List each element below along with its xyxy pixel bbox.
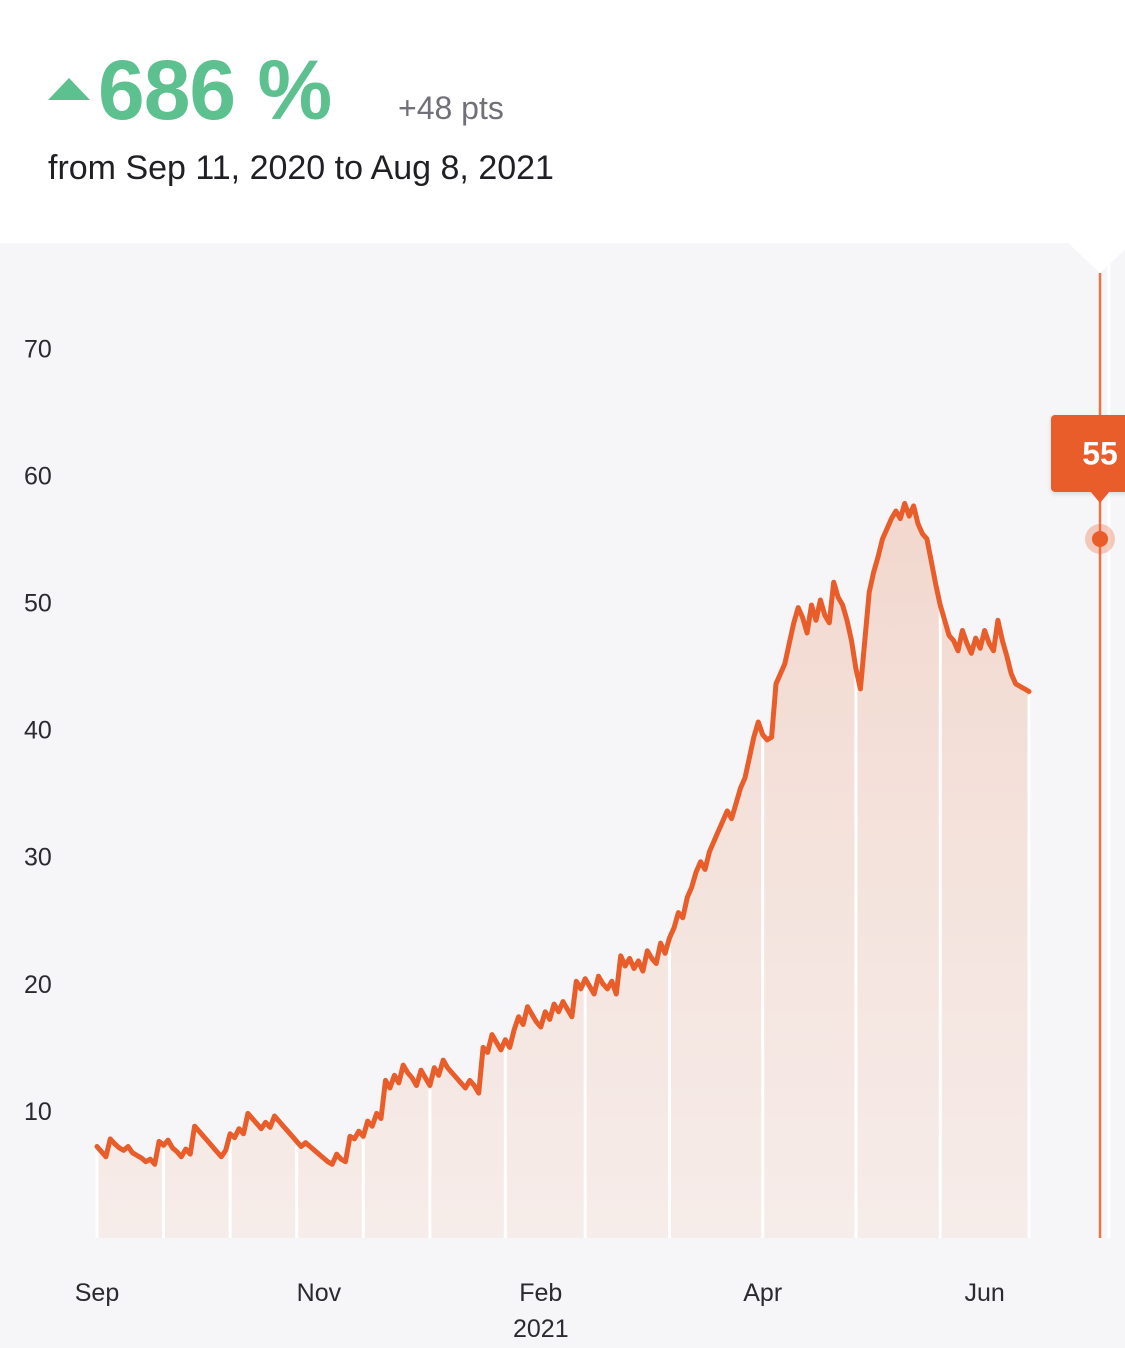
cursor-notch bbox=[1068, 243, 1125, 273]
tooltip-box bbox=[1051, 414, 1125, 492]
y-tick-label: 20 bbox=[24, 971, 52, 999]
cursor-point[interactable] bbox=[1092, 530, 1109, 547]
summary-header: 686 % +48 pts from Sep 11, 2020 to Aug 8… bbox=[0, 0, 1125, 243]
x-tick-sublabel: 2021 bbox=[513, 1315, 569, 1343]
x-tick-label: Nov bbox=[297, 1279, 342, 1307]
y-axis: 10 20 30 40 50 60 70 bbox=[24, 335, 52, 1126]
x-tick-label: Jun bbox=[964, 1279, 1004, 1307]
y-tick-label: 40 bbox=[24, 717, 52, 745]
y-tick-label: 70 bbox=[24, 335, 52, 363]
change-points: +48 pts bbox=[398, 90, 504, 126]
y-tick-label: 50 bbox=[24, 590, 52, 618]
x-tick-label: Sep bbox=[75, 1279, 119, 1307]
change-percent: 686 % bbox=[98, 43, 332, 137]
cursor[interactable]: 55 bbox=[1051, 273, 1125, 1238]
x-tick-label: Feb bbox=[519, 1279, 562, 1307]
plot-area bbox=[94, 243, 1111, 1238]
date-range: from Sep 11, 2020 to Aug 8, 2021 bbox=[48, 149, 554, 187]
tooltip-value: 55 bbox=[1082, 435, 1118, 471]
series-line bbox=[94, 500, 1032, 1167]
tooltip-pointer bbox=[1090, 490, 1111, 503]
y-tick-label: 10 bbox=[24, 1098, 52, 1126]
trend-up-icon bbox=[48, 78, 90, 100]
x-tick-label: Apr bbox=[743, 1279, 782, 1307]
area-fill bbox=[97, 503, 1029, 1238]
x-axis: SepNovFeb2021AprJunToday bbox=[75, 1279, 1005, 1343]
y-tick-label: 30 bbox=[24, 844, 52, 872]
y-tick-label: 60 bbox=[24, 462, 52, 490]
